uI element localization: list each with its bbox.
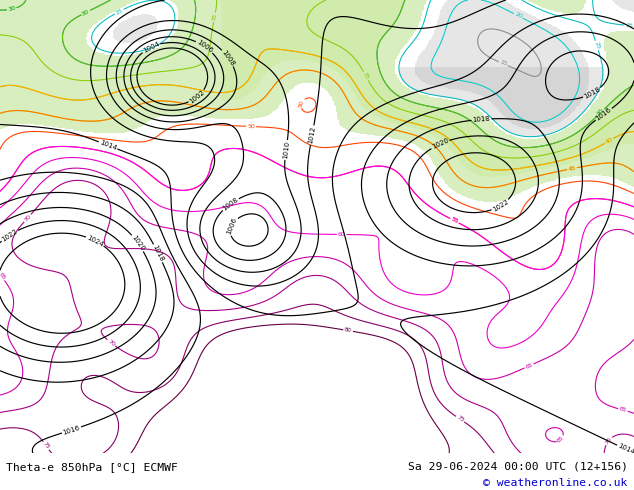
- Text: 80: 80: [344, 327, 353, 334]
- Text: 75: 75: [455, 415, 465, 423]
- Text: 40: 40: [604, 137, 614, 145]
- Text: 1022: 1022: [491, 198, 510, 213]
- Text: 1006: 1006: [195, 39, 214, 54]
- Text: 1018: 1018: [583, 86, 602, 100]
- Text: © weatheronline.co.uk: © weatheronline.co.uk: [483, 478, 628, 488]
- Text: 55: 55: [450, 217, 459, 225]
- Text: 70: 70: [23, 214, 32, 222]
- Text: 25: 25: [625, 23, 633, 28]
- Text: 1008: 1008: [221, 196, 240, 212]
- Text: 70: 70: [604, 436, 613, 445]
- Text: 65: 65: [524, 362, 534, 370]
- Text: Theta-e 850hPa [°C] ECMWF: Theta-e 850hPa [°C] ECMWF: [6, 462, 178, 472]
- Text: 75: 75: [42, 441, 50, 450]
- Text: 1010: 1010: [282, 141, 290, 159]
- Text: 45: 45: [567, 166, 576, 172]
- Text: 1004: 1004: [141, 41, 160, 54]
- Text: 60: 60: [338, 232, 346, 237]
- Text: Sa 29-06-2024 00:00 UTC (12+156): Sa 29-06-2024 00:00 UTC (12+156): [408, 462, 628, 472]
- Text: 1016: 1016: [595, 106, 613, 122]
- Text: 70: 70: [107, 339, 116, 347]
- Text: 65: 65: [619, 407, 627, 414]
- Text: 1014: 1014: [617, 443, 634, 456]
- Text: 50: 50: [298, 99, 306, 108]
- Text: 25: 25: [593, 41, 600, 50]
- Text: 25: 25: [115, 7, 124, 16]
- Text: 1014: 1014: [99, 139, 117, 151]
- Text: 45: 45: [567, 166, 576, 172]
- Text: 1024: 1024: [86, 234, 105, 247]
- Text: 1020: 1020: [130, 234, 146, 252]
- Text: 1016: 1016: [62, 424, 81, 436]
- Text: 1008: 1008: [221, 49, 236, 67]
- Text: 35: 35: [362, 72, 370, 81]
- Text: 1012: 1012: [307, 126, 316, 145]
- Text: 15: 15: [498, 60, 508, 68]
- Text: 20: 20: [514, 12, 523, 20]
- Text: 30: 30: [8, 6, 16, 12]
- Text: 40: 40: [604, 137, 614, 145]
- Text: 30: 30: [8, 6, 16, 12]
- Text: 30: 30: [81, 8, 91, 17]
- Text: 1006: 1006: [226, 217, 238, 236]
- Text: 1020: 1020: [430, 138, 450, 150]
- Text: 1002: 1002: [188, 89, 206, 105]
- Text: 30: 30: [596, 108, 605, 117]
- Text: 35: 35: [211, 13, 217, 22]
- Text: 1018: 1018: [152, 244, 165, 263]
- Text: 1022: 1022: [1, 228, 18, 243]
- Text: 65: 65: [557, 435, 566, 444]
- Text: 65: 65: [0, 272, 6, 281]
- Text: 30: 30: [81, 8, 91, 17]
- Text: 55: 55: [450, 217, 459, 225]
- Text: 50: 50: [247, 124, 255, 129]
- Text: 1018: 1018: [472, 116, 491, 123]
- Text: 30: 30: [596, 108, 605, 117]
